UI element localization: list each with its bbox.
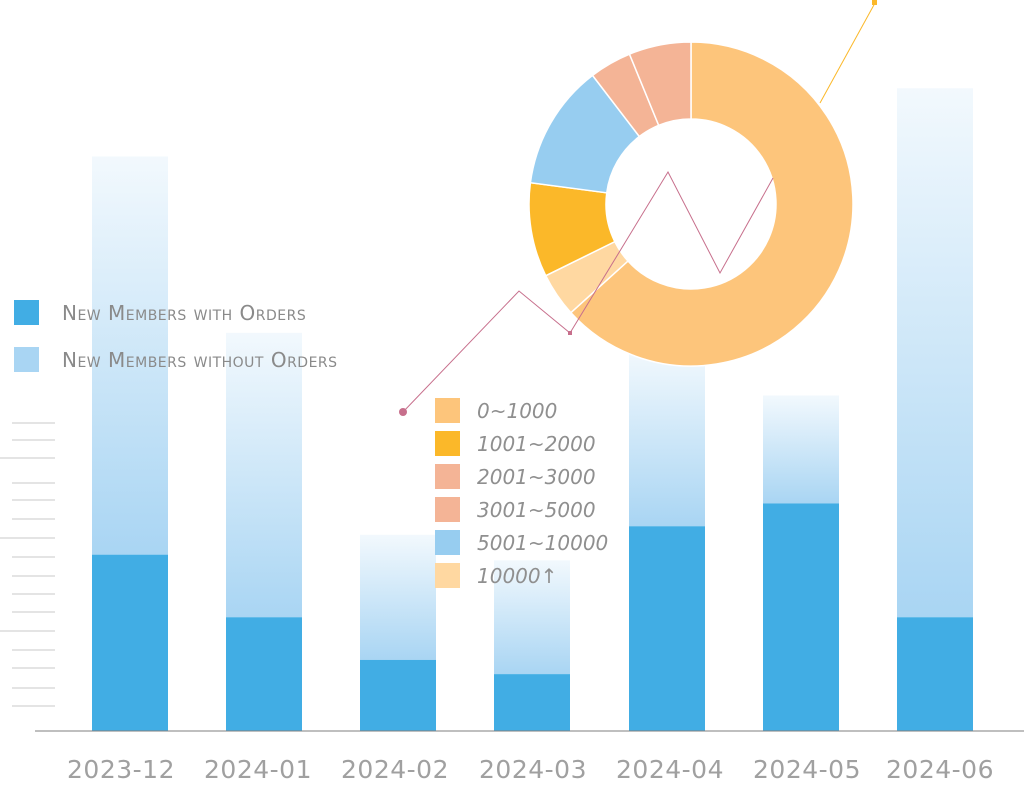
legend-label: New Members with Orders: [62, 301, 306, 325]
x-tick-label: 2024-02: [341, 755, 449, 784]
donut-slice: [569, 41, 854, 367]
donut-legend: 0~1000 1001~2000 2001~3000 3001~5000 5001~10…: [435, 398, 608, 588]
bar-with-orders: [494, 674, 570, 731]
x-tick-label: 2024-03: [479, 755, 587, 784]
donut-legend-swatch: [435, 530, 460, 555]
bar-without-orders: [629, 349, 705, 527]
donut-legend-label: 2001~3000: [477, 465, 596, 489]
legend-label: New Members without Orders: [62, 348, 338, 372]
bar-without-orders: [226, 332, 302, 618]
bar-legend: New Members with Orders New Members witho…: [14, 300, 338, 372]
donut-legend-label: 0~1000: [477, 399, 557, 423]
x-axis-labels: 2023-12 2024-01 2024-02 2024-03 2024-04 2024-…: [67, 755, 994, 784]
donut-legend-swatch: [435, 563, 460, 588]
legend-swatch: [14, 300, 39, 325]
x-tick-label: 2024-04: [616, 755, 724, 784]
x-tick-label: 2024-01: [204, 755, 312, 784]
donut-legend-swatch: [435, 431, 460, 456]
donut-legend-label: 10000↑: [477, 564, 557, 588]
donut-legend-swatch: [435, 497, 460, 522]
x-tick-label: 2024-05: [753, 755, 861, 784]
donut-legend-swatch: [435, 464, 460, 489]
donut-legend-swatch: [435, 398, 460, 423]
donut-slice: [628, 41, 692, 127]
line-series: [399, 0, 877, 416]
line-series-path: [402, 170, 774, 413]
x-tick-label: 2024-06: [886, 755, 994, 784]
donut-chart: [528, 41, 854, 367]
line-point: [568, 331, 572, 335]
bar-without-orders: [763, 395, 839, 504]
bar-with-orders: [897, 617, 973, 731]
donut-legend-label: 5001~10000: [477, 531, 608, 555]
bar-with-orders: [92, 554, 168, 731]
x-tick-label: 2023-12: [67, 755, 175, 784]
bar-without-orders: [360, 534, 436, 660]
donut-legend-label: 3001~5000: [477, 498, 596, 522]
bar-with-orders: [360, 659, 436, 731]
line-series-path: [819, 2, 876, 104]
bar-series: [92, 88, 973, 731]
bar-without-orders: [92, 156, 168, 555]
bar-with-orders: [763, 503, 839, 731]
bar-without-orders: [897, 88, 973, 618]
donut-legend-label: 1001~2000: [477, 432, 596, 456]
bar-with-orders: [226, 617, 302, 731]
line-point: [399, 408, 407, 416]
bar-with-orders: [629, 526, 705, 731]
bar-without-orders: [494, 560, 570, 675]
legend-swatch: [14, 347, 39, 372]
y-axis-ticks: [0, 422, 55, 707]
line-point: [872, 0, 877, 5]
